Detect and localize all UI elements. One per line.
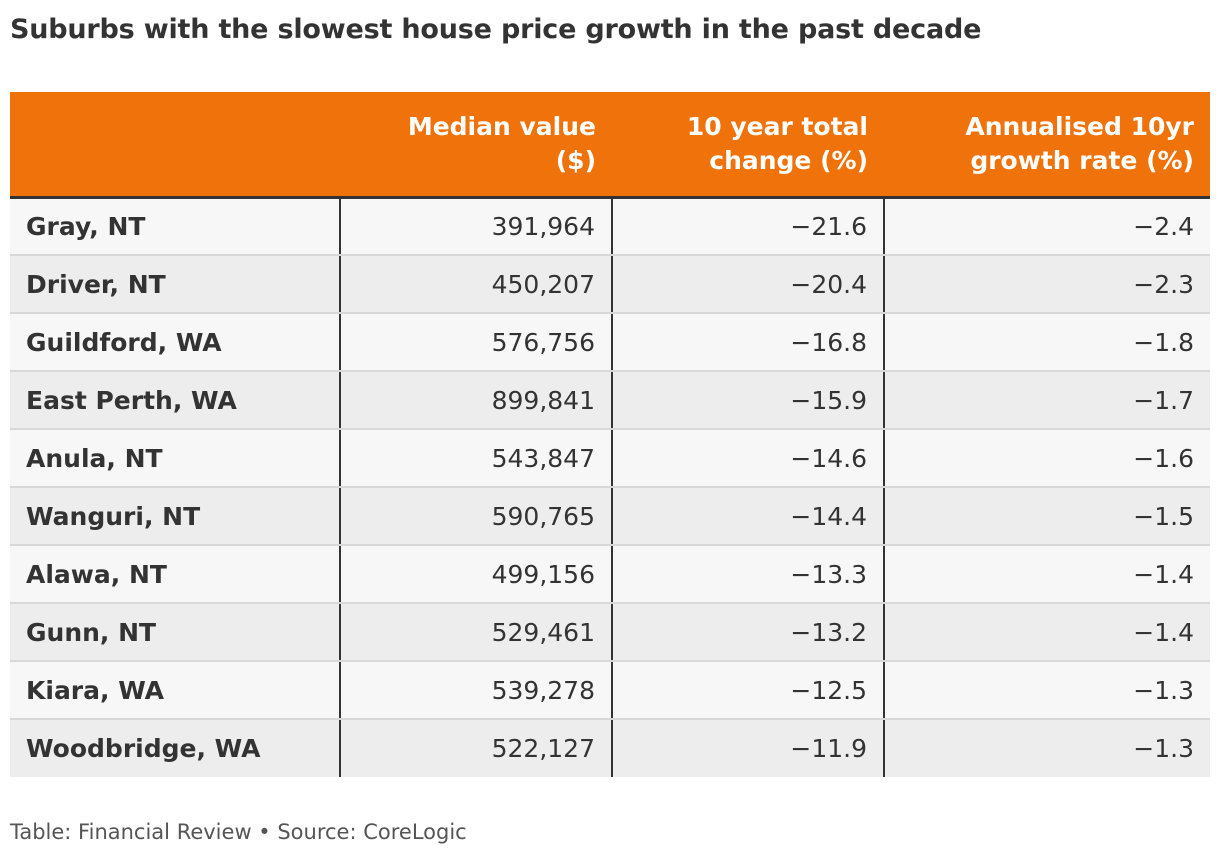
total-change-cell: −13.3	[612, 545, 885, 604]
header-total-change: 10 year total change (%)	[612, 92, 884, 199]
annual-rate-cell: −1.5	[884, 487, 1210, 546]
annual-rate-cell: −1.4	[884, 545, 1210, 604]
suburb-cell: Guildford, WA	[10, 313, 341, 372]
header-line: growth rate (%)	[970, 145, 1194, 175]
header-row: Median value ($) 10 year total change (%) An…	[10, 92, 1210, 199]
table-row: Woodbridge, WA 522,127 −11.9 −1.3	[10, 719, 1210, 777]
total-change-cell: −13.2	[612, 603, 885, 662]
table-row: Kiara, WA 539,278 −12.5 −1.3	[10, 661, 1210, 720]
header-line: change (%)	[709, 145, 868, 175]
median-value-cell: 522,127	[340, 719, 613, 777]
table-row: East Perth, WA 899,841 −15.9 −1.7	[10, 371, 1210, 430]
annual-rate-cell: −1.8	[884, 313, 1210, 372]
table-row: Alawa, NT 499,156 −13.3 −1.4	[10, 545, 1210, 604]
suburb-cell: East Perth, WA	[10, 371, 341, 430]
total-change-cell: −16.8	[612, 313, 885, 372]
total-change-cell: −14.4	[612, 487, 885, 546]
median-value-cell: 543,847	[340, 429, 613, 488]
annual-rate-cell: −2.4	[884, 197, 1210, 256]
table-header: Median value ($) 10 year total change (%) An…	[10, 92, 1210, 199]
annual-rate-cell: −1.3	[1133, 734, 1194, 763]
median-value-cell: 539,278	[340, 661, 613, 720]
suburb-cell: Wanguri, NT	[10, 487, 341, 546]
header-suburb	[10, 92, 340, 199]
total-change-cell: −11.9	[612, 719, 885, 777]
median-value-cell: 499,156	[340, 545, 613, 604]
table-row: Gray, NT 391,964 −21.6 −2.4	[10, 197, 1210, 256]
table-body: Gray, NT 391,964 −21.6 −2.4 Driver, NT 450,20…	[10, 197, 1210, 777]
total-change-cell: −20.4	[612, 255, 885, 314]
total-change-cell: −21.6	[612, 197, 885, 256]
suburb-cell: Woodbridge, WA	[10, 719, 341, 777]
suburb-cell: Anula, NT	[10, 429, 341, 488]
source-footer: Table: Financial Review • Source: CoreLo…	[10, 820, 467, 844]
median-value-cell: 529,461	[340, 603, 613, 662]
annual-rate-cell: −2.3	[884, 255, 1210, 314]
header-annual-rate: Annualised 10yr growth rate (%)	[884, 92, 1210, 199]
table-row: Gunn, NT 529,461 −13.2 −1.4	[10, 603, 1210, 662]
annual-rate-cell: −1.7	[884, 371, 1210, 430]
header-line: 10 year total	[686, 111, 868, 141]
total-change-cell: −12.5	[612, 661, 885, 720]
suburb-cell: Driver, NT	[10, 255, 341, 314]
table-row: Anula, NT 543,847 −14.6 −1.6	[10, 429, 1210, 488]
median-value-cell: 899,841	[340, 371, 613, 430]
data-table: Median value ($) 10 year total change (%) An…	[10, 92, 1210, 777]
header-line: ($)	[555, 145, 596, 175]
median-value-cell: 391,964	[340, 197, 613, 256]
header-line: Annualised 10yr	[965, 111, 1194, 141]
median-value-cell: 576,756	[340, 313, 613, 372]
total-change-cell: −14.6	[612, 429, 885, 488]
total-change-cell: −15.9	[612, 371, 885, 430]
table-row: Wanguri, NT 590,765 −14.4 −1.5	[10, 487, 1210, 546]
median-value-cell: 590,765	[340, 487, 613, 546]
suburb-cell: Kiara, WA	[10, 661, 341, 720]
header-median-value: Median value ($)	[340, 92, 612, 199]
table-row: Driver, NT 450,207 −20.4 −2.3	[10, 255, 1210, 314]
suburb-cell: Gunn, NT	[10, 603, 341, 662]
suburb-cell: Gray, NT	[10, 197, 341, 256]
annual-rate-cell: −1.4	[884, 603, 1210, 662]
table-row: Guildford, WA 576,756 −16.8 −1.8	[10, 313, 1210, 372]
median-value-cell: 450,207	[340, 255, 613, 314]
chart-title: Suburbs with the slowest house price gro…	[10, 14, 982, 45]
annual-rate-cell: −1.6	[884, 429, 1210, 488]
header-line: Median value	[407, 111, 596, 141]
suburb-cell: Alawa, NT	[10, 545, 341, 604]
annual-rate-cell: −1.3	[884, 661, 1210, 720]
